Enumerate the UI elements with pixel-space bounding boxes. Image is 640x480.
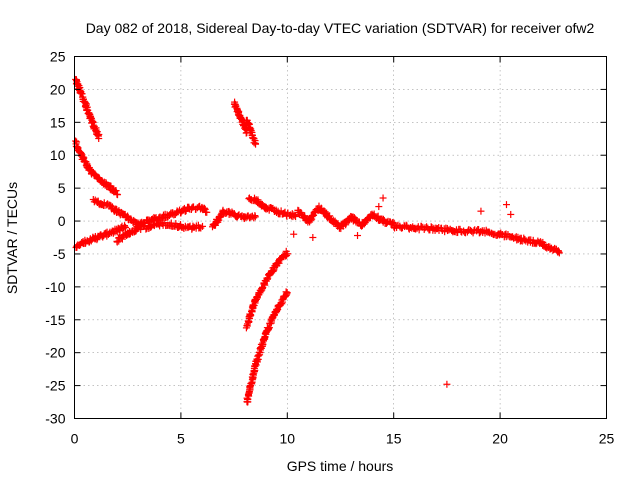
data-point: [114, 191, 122, 199]
x-tick-label: 15: [386, 431, 402, 447]
data-point: [247, 379, 255, 387]
data-point: [269, 204, 277, 212]
data-point: [310, 211, 318, 219]
data-point: [79, 153, 87, 161]
data-point: [118, 235, 126, 243]
data-point: [507, 210, 515, 218]
data-point: [354, 232, 362, 240]
data-point: [379, 215, 387, 223]
y-tick-label: -15: [45, 312, 65, 328]
data-point: [284, 250, 292, 258]
x-tick-label: 20: [492, 431, 508, 447]
data-point: [121, 223, 129, 231]
data-point: [95, 135, 103, 143]
data-point: [379, 194, 387, 202]
y-tick-label: 15: [50, 114, 66, 130]
data-point: [248, 307, 256, 315]
x-tick-label: 0: [71, 431, 79, 447]
data-point: [245, 119, 253, 127]
axis-ticks: 0 5 10 15 20 25 -30 -25 -20 -15 -10 -5 0 5 10 15 20 25: [45, 49, 614, 447]
data-points: [72, 75, 563, 406]
x-axis-label: GPS time / hours: [287, 458, 394, 474]
data-point: [290, 230, 298, 238]
data-point: [251, 213, 259, 221]
data-point: [551, 244, 559, 252]
data-point: [292, 213, 300, 221]
data-point: [112, 187, 120, 195]
y-tick-label: -5: [53, 246, 66, 262]
data-point: [309, 234, 317, 241]
y-tick-label: 25: [50, 49, 66, 65]
data-point: [113, 238, 121, 246]
y-tick-label: -20: [45, 345, 65, 361]
plot-frame: [74, 56, 607, 419]
y-tick-label: -10: [45, 279, 65, 295]
chart-title: Day 082 of 2018, Sidereal Day-to-day VTE…: [86, 20, 595, 36]
data-point: [555, 248, 563, 256]
data-point: [214, 217, 222, 225]
y-tick-label: -25: [45, 378, 65, 394]
x-tick-label: 25: [599, 431, 615, 447]
x-tick-label: 10: [280, 431, 296, 447]
y-tick-label: 5: [58, 180, 66, 196]
y-tick-label: 0: [58, 213, 66, 229]
data-point: [449, 227, 457, 235]
data-point: [283, 289, 291, 297]
data-point: [477, 207, 485, 215]
data-point: [122, 224, 130, 232]
y-axis-label: SDTVAR / TECUs: [4, 182, 20, 294]
y-tick-label: 10: [50, 147, 66, 163]
data-point: [502, 201, 510, 209]
data-point: [555, 249, 563, 257]
data-point: [197, 224, 205, 232]
data-point: [351, 215, 359, 223]
y-tick-label: -30: [45, 411, 65, 427]
data-point: [198, 222, 206, 230]
data-point: [203, 208, 211, 216]
data-point: [181, 207, 189, 215]
data-point: [200, 204, 208, 212]
x-tick-label: 5: [177, 431, 185, 447]
data-point: [443, 380, 451, 388]
data-point: [247, 127, 255, 135]
data-point: [375, 203, 383, 211]
data-point: [252, 140, 260, 148]
data-point: [247, 311, 255, 319]
y-tick-label: 20: [50, 81, 66, 97]
